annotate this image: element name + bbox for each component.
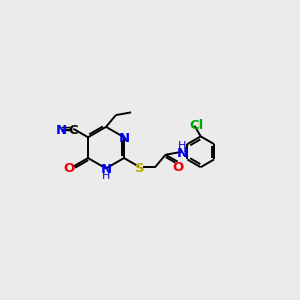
Text: H: H xyxy=(178,141,186,151)
Text: N: N xyxy=(118,132,130,145)
Text: O: O xyxy=(172,161,183,174)
Text: N: N xyxy=(177,147,188,160)
Text: S: S xyxy=(135,161,144,175)
Text: N: N xyxy=(100,164,112,176)
Text: O: O xyxy=(64,161,75,175)
Text: N: N xyxy=(56,124,67,137)
Text: Cl: Cl xyxy=(189,119,203,132)
Text: H: H xyxy=(102,171,110,182)
Text: C: C xyxy=(68,124,78,137)
